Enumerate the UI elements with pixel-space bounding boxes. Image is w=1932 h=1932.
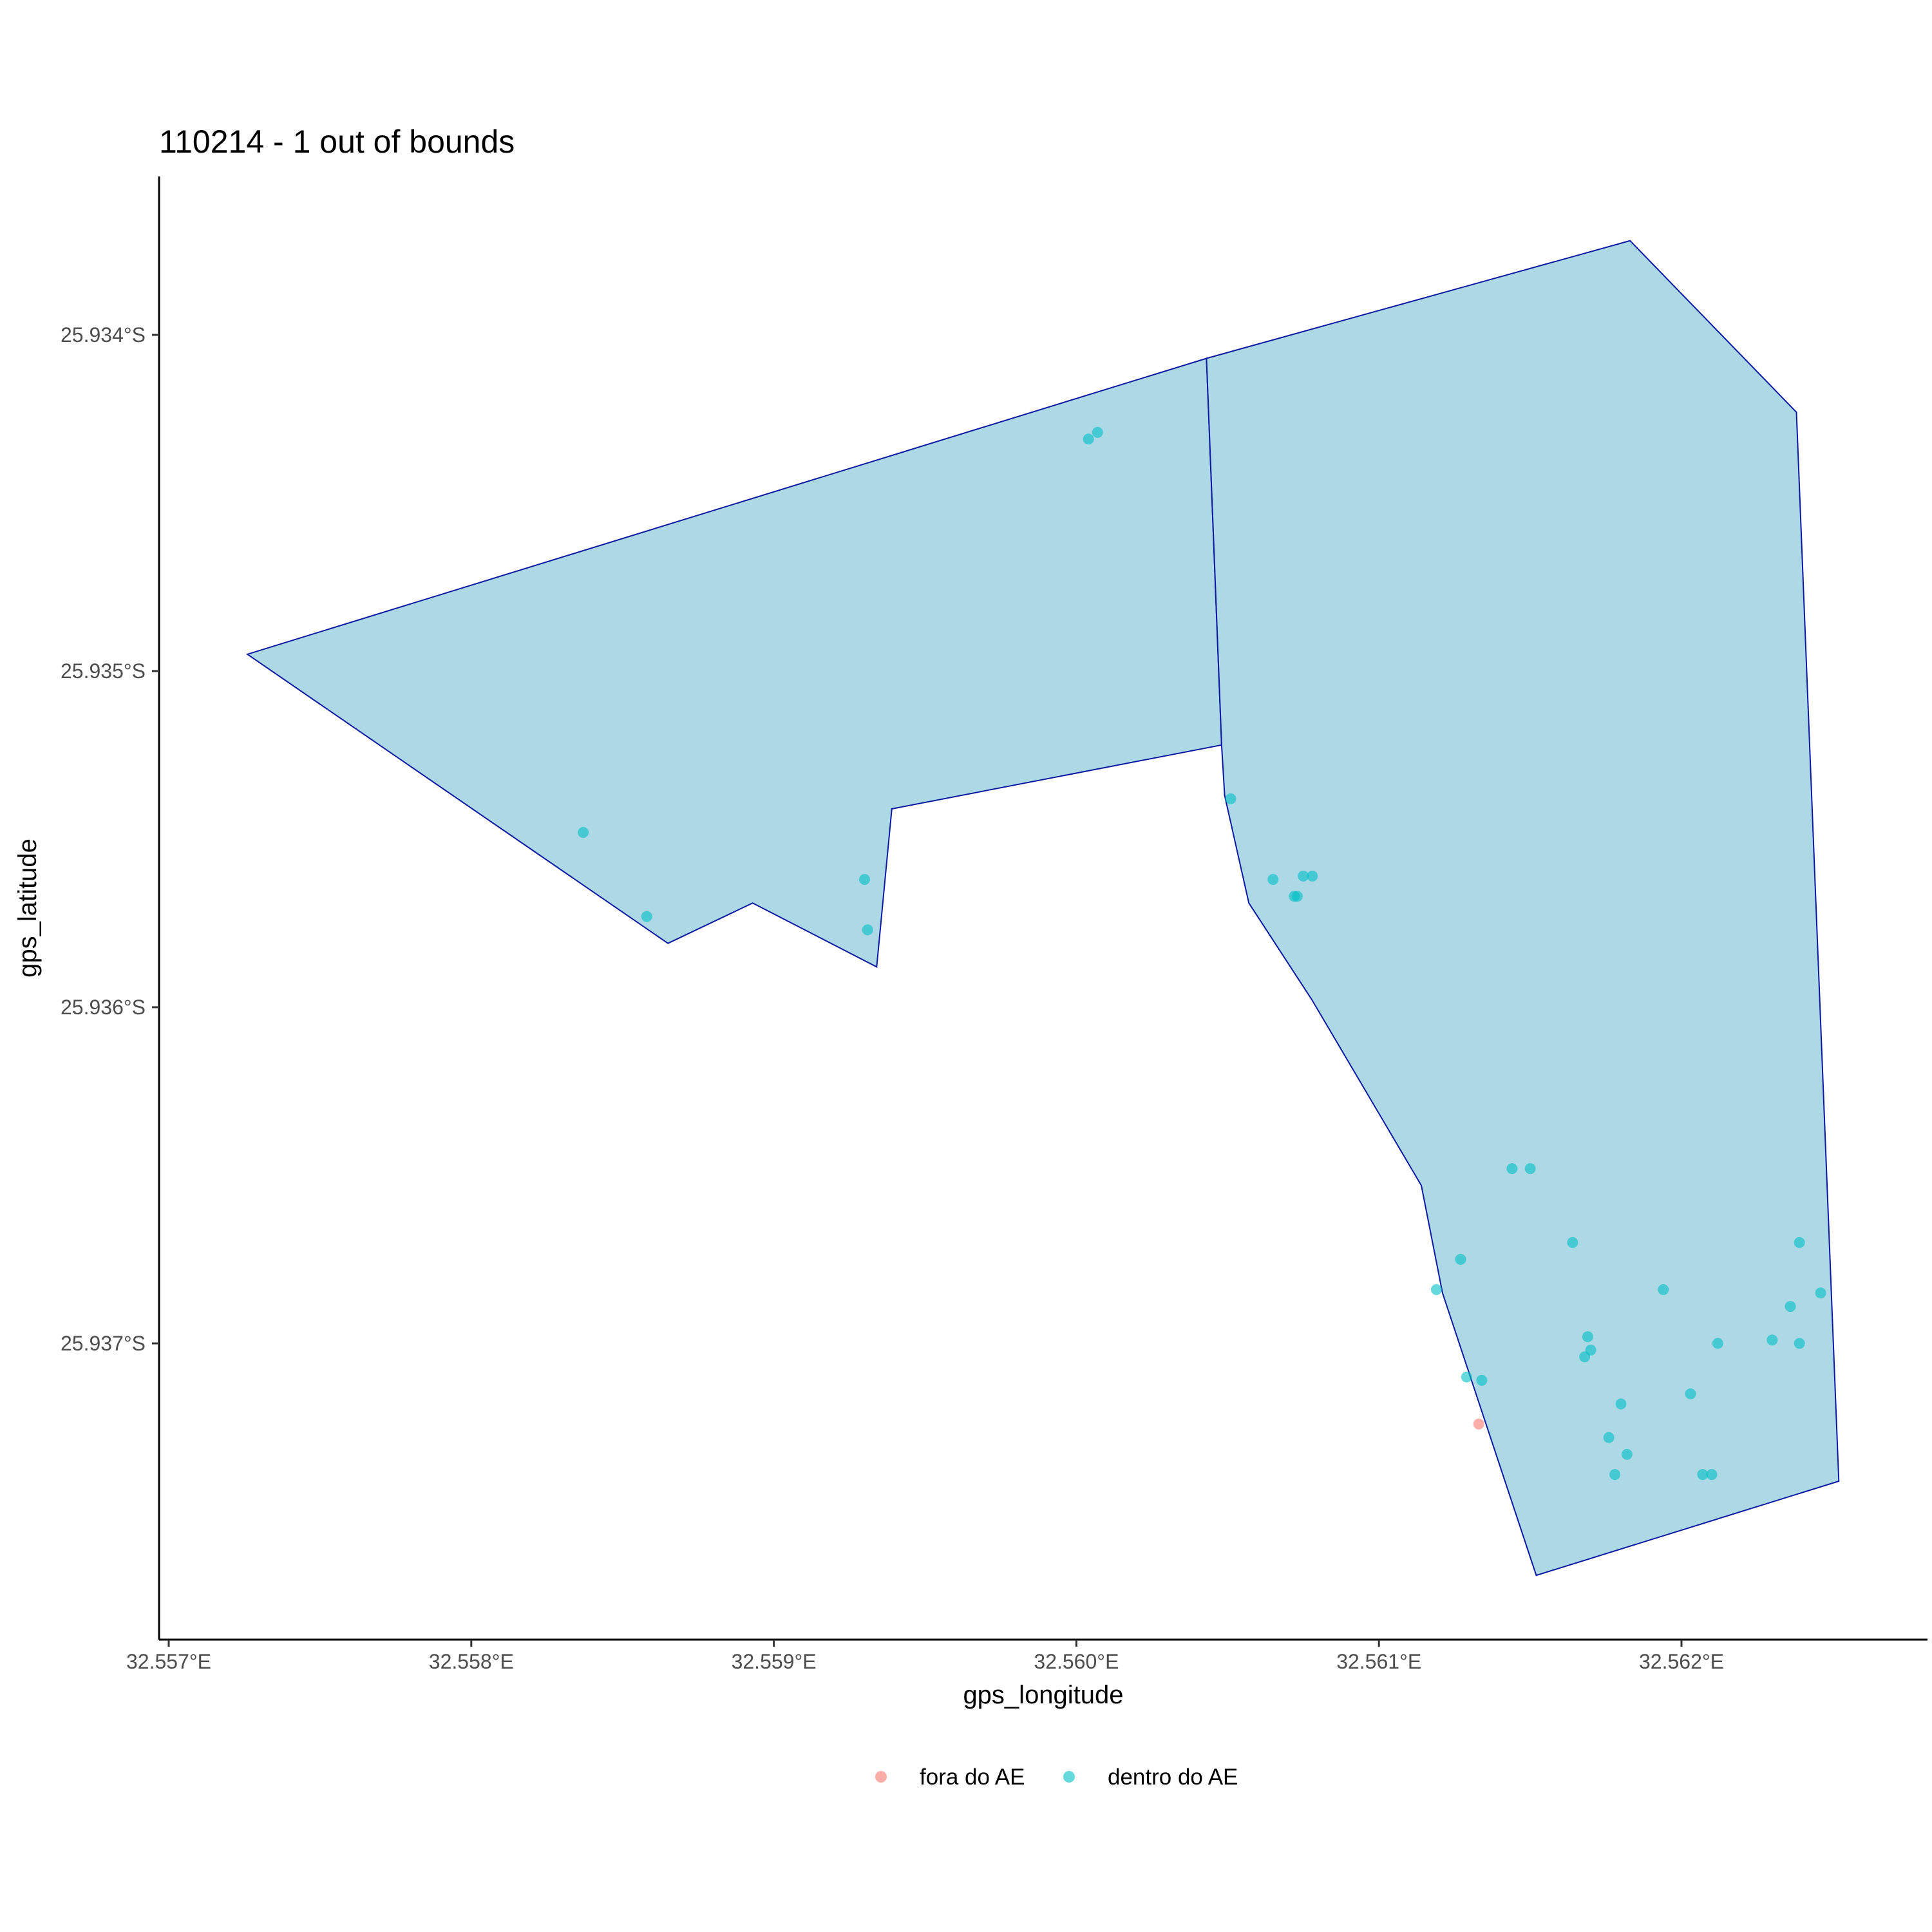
point-in-bounds-26 [1815, 1287, 1826, 1299]
point-in-bounds-35 [1697, 1469, 1709, 1481]
point-in-bounds-21 [1579, 1351, 1591, 1363]
point-in-bounds-1 [1083, 433, 1094, 445]
point-in-bounds-5 [859, 874, 870, 886]
y-tick-label-1: 25.934°S [61, 323, 146, 346]
legend-key-2 [1063, 1771, 1075, 1783]
point-in-bounds-33 [1621, 1448, 1633, 1460]
legend-label-2: dentro do AE [1108, 1765, 1238, 1790]
point-in-bounds-6 [862, 924, 873, 936]
x-tick-label-6: 32.562°E [1639, 1650, 1724, 1673]
chart-title: 110214 - 1 out of bounds [159, 124, 515, 160]
point-in-bounds-19 [1582, 1331, 1593, 1343]
point-in-bounds-17 [1431, 1284, 1442, 1295]
point-in-bounds-36 [1706, 1469, 1718, 1481]
x-tick-label-3: 32.559°E [732, 1650, 817, 1673]
x-axis-title: gps_longitude [963, 1681, 1123, 1709]
y-tick-label-2: 25.935°S [61, 659, 146, 683]
point-in-bounds-32 [1603, 1432, 1615, 1443]
point-in-bounds-24 [1794, 1338, 1805, 1349]
y-axis-title: gps_latitude [14, 838, 42, 978]
x-tick-label-2: 32.558°E [429, 1650, 514, 1673]
x-tick-label-4: 32.560°E [1034, 1650, 1119, 1673]
point-in-bounds-23 [1766, 1334, 1778, 1346]
point-in-bounds-16 [1455, 1254, 1466, 1265]
data-points [578, 426, 1826, 1481]
point-in-bounds-25 [1785, 1301, 1796, 1312]
point-in-bounds-7 [1225, 793, 1236, 804]
point-in-bounds-18 [1658, 1284, 1669, 1295]
legend-label-1: fora do AE [920, 1765, 1025, 1790]
point-in-bounds-30 [1615, 1398, 1627, 1410]
point-in-bounds-27 [1794, 1236, 1805, 1248]
point-in-bounds-14 [1524, 1163, 1536, 1175]
point-in-bounds-34 [1609, 1469, 1621, 1481]
area-polygons [245, 240, 1840, 1577]
area-polygon-2 [1206, 240, 1840, 1577]
y-axis-ticks: 25.934°S 25.935°S 25.936°S 25.937°S [61, 323, 159, 1355]
legend: fora do AE dentro do AE [875, 1765, 1238, 1790]
point-in-bounds-22 [1712, 1338, 1723, 1349]
x-tick-label-1: 32.557°E [126, 1650, 211, 1673]
point-out-of-bounds-1 [1473, 1418, 1484, 1430]
y-tick-label-4: 25.937°S [61, 1332, 146, 1355]
x-tick-label-5: 32.561°E [1336, 1650, 1421, 1673]
point-in-bounds-12 [1307, 870, 1318, 882]
point-in-bounds-11 [1298, 870, 1309, 882]
point-in-bounds-31 [1685, 1388, 1696, 1399]
y-tick-label-3: 25.936°S [61, 996, 146, 1019]
legend-key-1 [875, 1771, 887, 1783]
point-in-bounds-10 [1291, 891, 1303, 902]
x-axis-ticks: 32.557°E 32.558°E 32.559°E 32.560°E 32.561°E… [126, 1640, 1724, 1673]
point-in-bounds-2 [1092, 426, 1103, 438]
point-in-bounds-29 [1476, 1374, 1488, 1386]
point-in-bounds-15 [1567, 1236, 1578, 1248]
point-in-bounds-8 [1267, 874, 1279, 886]
point-in-bounds-4 [641, 911, 652, 922]
point-in-bounds-13 [1506, 1163, 1518, 1175]
point-in-bounds-3 [578, 827, 589, 838]
point-in-bounds-28 [1461, 1371, 1472, 1383]
